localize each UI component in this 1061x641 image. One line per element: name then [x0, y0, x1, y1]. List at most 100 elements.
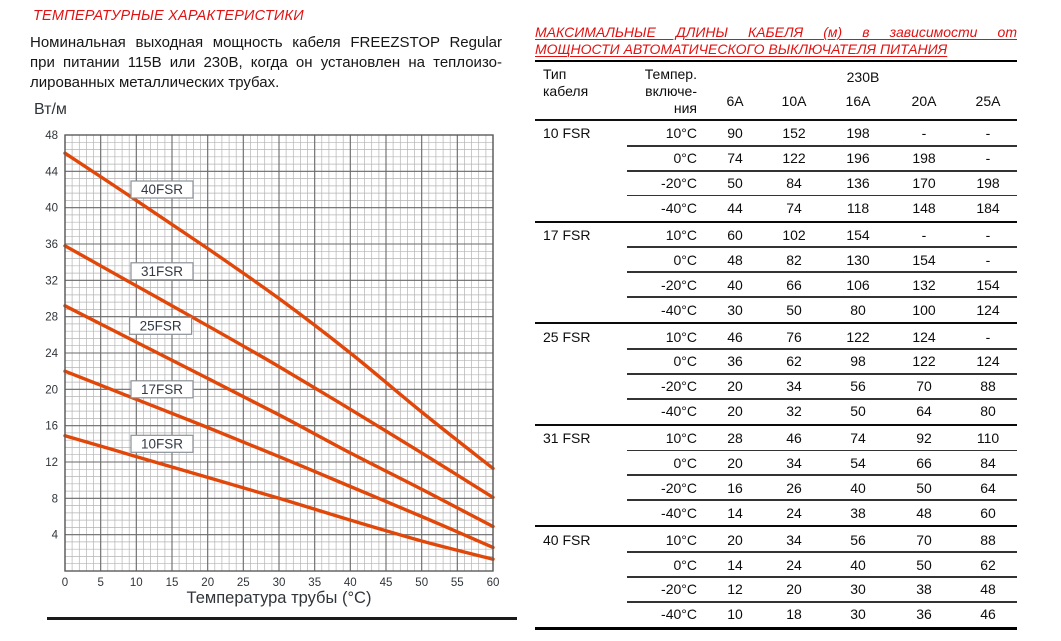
cell-max-length: 130: [846, 251, 870, 268]
svg-text:55: 55: [451, 577, 464, 589]
cell-max-length: 20: [727, 378, 743, 395]
cell-max-length: 82: [786, 251, 802, 268]
cell-max-length: 184: [976, 200, 1000, 217]
cell-max-length: 154: [846, 227, 870, 243]
cell-max-length: 20: [786, 581, 802, 598]
table-row: 0°C 20 34 54 66 84: [535, 449, 1017, 476]
cell-max-length: 50: [916, 479, 932, 496]
cell-max-length: 84: [980, 455, 996, 472]
cell-max-length: -: [985, 328, 991, 345]
cell-max-length: 12: [727, 581, 743, 598]
cell-switch-on-temp: 0°C: [673, 353, 698, 370]
cell-switch-on-temp: 10°C: [665, 227, 697, 243]
cell-max-length: 28: [727, 430, 743, 447]
cell-max-length: 74: [727, 150, 743, 167]
table-row: -20°C 12 20 30 38 48: [535, 576, 1017, 602]
table-row: 0°C 36 62 98 122 124: [535, 348, 1017, 374]
row-divider: [627, 576, 1017, 578]
cell-max-length: 62: [786, 353, 802, 370]
table-row: 0°C 48 82 130 154 -: [535, 246, 1017, 272]
right-title-line: МОЩНОСТИ АВТОМАТИЧЕСКОГО ВЫКЛЮЧАТЕЛЯ ПИТ…: [535, 40, 948, 57]
svg-text:25: 25: [237, 577, 250, 589]
table-section-10-fsr: 10 FSR 10°C 90 152 198 - - 0°C 74 122 196 198 - -20°C…: [535, 121, 1017, 221]
cell-switch-on-temp: -40°C: [661, 200, 697, 217]
cell-max-length: 66: [786, 276, 802, 293]
table-row: -40°C 30 50 80 100 124: [535, 296, 1017, 322]
cell-max-length: 198: [912, 150, 936, 167]
cell-max-length: 74: [786, 200, 802, 217]
cell-max-length: 24: [786, 504, 802, 521]
cell-max-length: 84: [786, 175, 802, 192]
cell-max-length: 46: [786, 430, 802, 447]
cell-cable-type: 25 FSR: [543, 328, 591, 345]
table-row: -20°C 16 26 40 50 64: [535, 474, 1017, 500]
cell-max-length: 136: [846, 175, 870, 192]
cell-max-length: 88: [980, 531, 996, 548]
cell-max-length: -: [985, 251, 991, 268]
cell-switch-on-temp: -40°C: [661, 606, 697, 623]
cell-max-length: 24: [786, 556, 802, 573]
cell-max-length: 56: [850, 531, 866, 548]
table-row: -20°C 50 84 136 170 198: [535, 169, 1017, 196]
cell-max-length: 106: [846, 276, 870, 293]
cell-cable-type: 40 FSR: [543, 531, 591, 548]
svg-text:30: 30: [273, 577, 286, 589]
left-description: Номинальная выходная мощность кабеля FRE…: [30, 33, 502, 93]
cell-max-length: 14: [727, 556, 743, 573]
cell-max-length: 54: [850, 455, 866, 472]
series-label-40FSR: 40FSR: [130, 180, 194, 199]
cell-max-length: 36: [727, 353, 743, 370]
svg-text:8: 8: [52, 493, 58, 505]
cell-switch-on-temp: 10°C: [665, 430, 697, 447]
table-row: 25 FSR 10°C 46 76 122 124 -: [535, 324, 1017, 349]
power-temperature-chart: 40FSR31FSR25FSR17FSR10FSR481216202428323…: [45, 130, 499, 589]
cell-max-length: 154: [912, 251, 936, 268]
left-panel-bottom-rule: [47, 617, 517, 620]
cell-switch-on-temp: 0°C: [673, 150, 698, 167]
cell-max-length: 46: [727, 328, 743, 345]
svg-text:10FSR: 10FSR: [141, 436, 183, 451]
cell-switch-on-temp: 10°C: [665, 531, 697, 548]
right-title-line: МАКСИМАЛЬНЫЕ ДЛИНЫ КАБЕЛЯ (м) в зависимо…: [535, 24, 1017, 40]
svg-text:48: 48: [45, 130, 58, 142]
description-line: при питании 115В или 230В, когда он уста…: [30, 54, 502, 71]
series-label-31FSR: 31FSR: [130, 262, 194, 281]
row-divider: [627, 499, 1017, 502]
row-divider: [627, 169, 1017, 172]
svg-text:17FSR: 17FSR: [141, 382, 183, 397]
cell-switch-on-temp: -20°C: [661, 581, 697, 598]
table-row: 31 FSR 10°C 28 46 74 92 110: [535, 426, 1017, 451]
chart-y-axis-title: Вт/м: [34, 101, 67, 118]
cell-max-length: 18: [786, 606, 802, 623]
cell-max-length: -: [985, 125, 991, 142]
cell-max-length: 48: [916, 504, 932, 521]
table-row: 40 FSR 10°C 20 34 56 70 88: [535, 527, 1017, 552]
cell-switch-on-temp: 0°C: [673, 556, 698, 573]
cell-switch-on-temp: 10°C: [665, 328, 697, 345]
cell-max-length: -: [985, 150, 991, 167]
left-section-title: ТЕМПЕРАТУРНЫЕ ХАРАКТЕРИСТИКИ: [33, 8, 304, 24]
svg-text:45: 45: [380, 577, 393, 589]
cell-max-length: 50: [916, 556, 932, 573]
cell-max-length: 118: [846, 200, 870, 217]
svg-text:50: 50: [415, 577, 428, 589]
svg-text:12: 12: [45, 457, 58, 469]
table-row: -40°C 10 18 30 36 46: [535, 600, 1017, 627]
series-label-25FSR: 25FSR: [128, 316, 193, 335]
table-section-40-fsr: 40 FSR 10°C 20 34 56 70 88 0°C 14 24 40 50 62 -20°C 12…: [535, 525, 1017, 627]
svg-text:40: 40: [45, 203, 58, 215]
row-divider: [627, 246, 1017, 249]
cell-max-length: 80: [980, 403, 996, 420]
cell-max-length: 148: [912, 200, 936, 217]
cell-max-length: 122: [912, 353, 936, 370]
description-line: Номинальная выходная мощность кабеля FRE…: [30, 34, 502, 51]
cell-max-length: 50: [727, 175, 743, 192]
chart-container: 40FSR 31FSR 25FSR 17FSR 10FSR 4 8 12 16 20 24 28 32 3…: [27, 127, 505, 589]
cell-max-length: 34: [786, 378, 802, 395]
header-amp: 25A: [975, 92, 1001, 109]
cell-max-length: 70: [916, 531, 932, 548]
cell-max-length: 40: [850, 479, 866, 496]
table-section-17-fsr: 17 FSR 10°C 60 102 154 - - 0°C 48 82 130 154 - -20°C 4…: [535, 220, 1017, 323]
svg-text:5: 5: [97, 577, 103, 589]
